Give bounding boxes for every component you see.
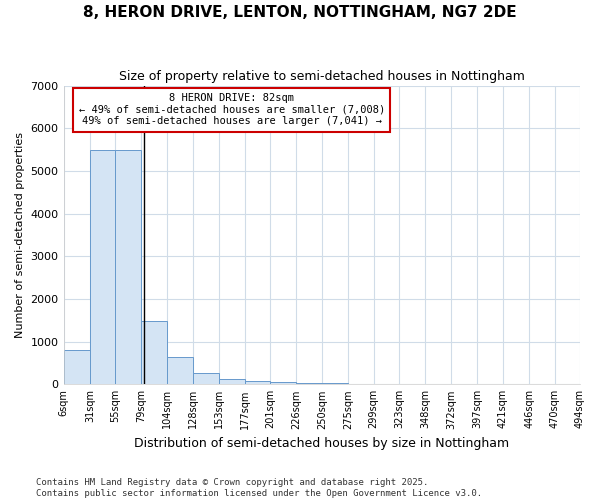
Bar (219, 380, 245, 384)
Text: 8, HERON DRIVE, LENTON, NOTTINGHAM, NG7 2DE: 8, HERON DRIVE, LENTON, NOTTINGHAM, NG7 … (83, 5, 517, 20)
Bar (64, 350, 90, 384)
Text: Contains HM Land Registry data © Crown copyright and database right 2025.
Contai: Contains HM Land Registry data © Crown c… (36, 478, 482, 498)
Title: Size of property relative to semi-detached houses in Nottingham: Size of property relative to semi-detach… (119, 70, 525, 83)
Bar (322, 382, 348, 384)
Bar (296, 383, 322, 384)
Bar (141, 321, 167, 384)
Y-axis label: Number of semi-detached properties: Number of semi-detached properties (15, 132, 25, 338)
X-axis label: Distribution of semi-detached houses by size in Nottingham: Distribution of semi-detached houses by … (134, 437, 509, 450)
Bar (270, 382, 296, 384)
Text: 8 HERON DRIVE: 82sqm
← 49% of semi-detached houses are smaller (7,008)
49% of se: 8 HERON DRIVE: 82sqm ← 49% of semi-detac… (79, 93, 385, 126)
Bar (167, 356, 193, 384)
Bar (115, 150, 141, 384)
Bar (245, 381, 270, 384)
Bar (90, 150, 115, 384)
Bar (193, 373, 219, 384)
